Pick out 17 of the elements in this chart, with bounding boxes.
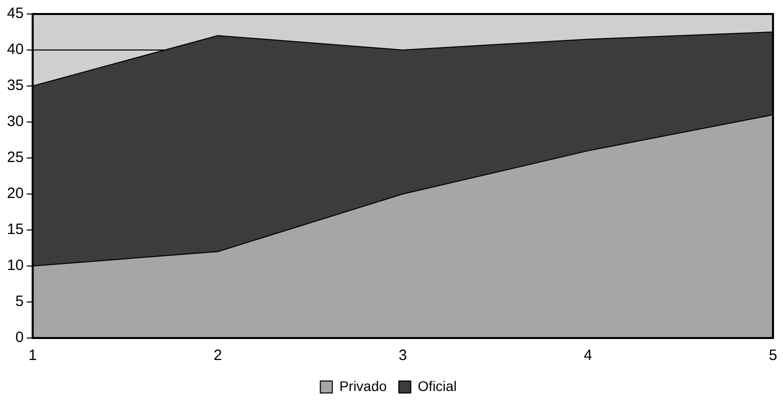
legend-label: Oficial [418, 378, 457, 394]
x-tick-label: 5 [768, 347, 778, 364]
y-tick-label: 0 [15, 329, 24, 346]
x-tick-label: 1 [28, 347, 37, 364]
y-tick-label: 15 [6, 221, 24, 238]
y-tick-label: 20 [6, 185, 24, 202]
y-tick-label: 45 [6, 5, 24, 22]
x-tick-label: 4 [584, 347, 592, 364]
y-tick-label: 10 [6, 257, 24, 274]
y-tick-label: 35 [6, 77, 24, 94]
y-tick-label: 40 [6, 41, 24, 58]
y-tick-label: 30 [6, 113, 24, 130]
x-tick-label: 3 [398, 347, 408, 364]
y-tick-label: 5 [15, 293, 24, 310]
y-tick-label: 25 [6, 149, 24, 166]
legend-label: Privado [339, 378, 387, 394]
x-tick-label: 2 [214, 347, 222, 364]
